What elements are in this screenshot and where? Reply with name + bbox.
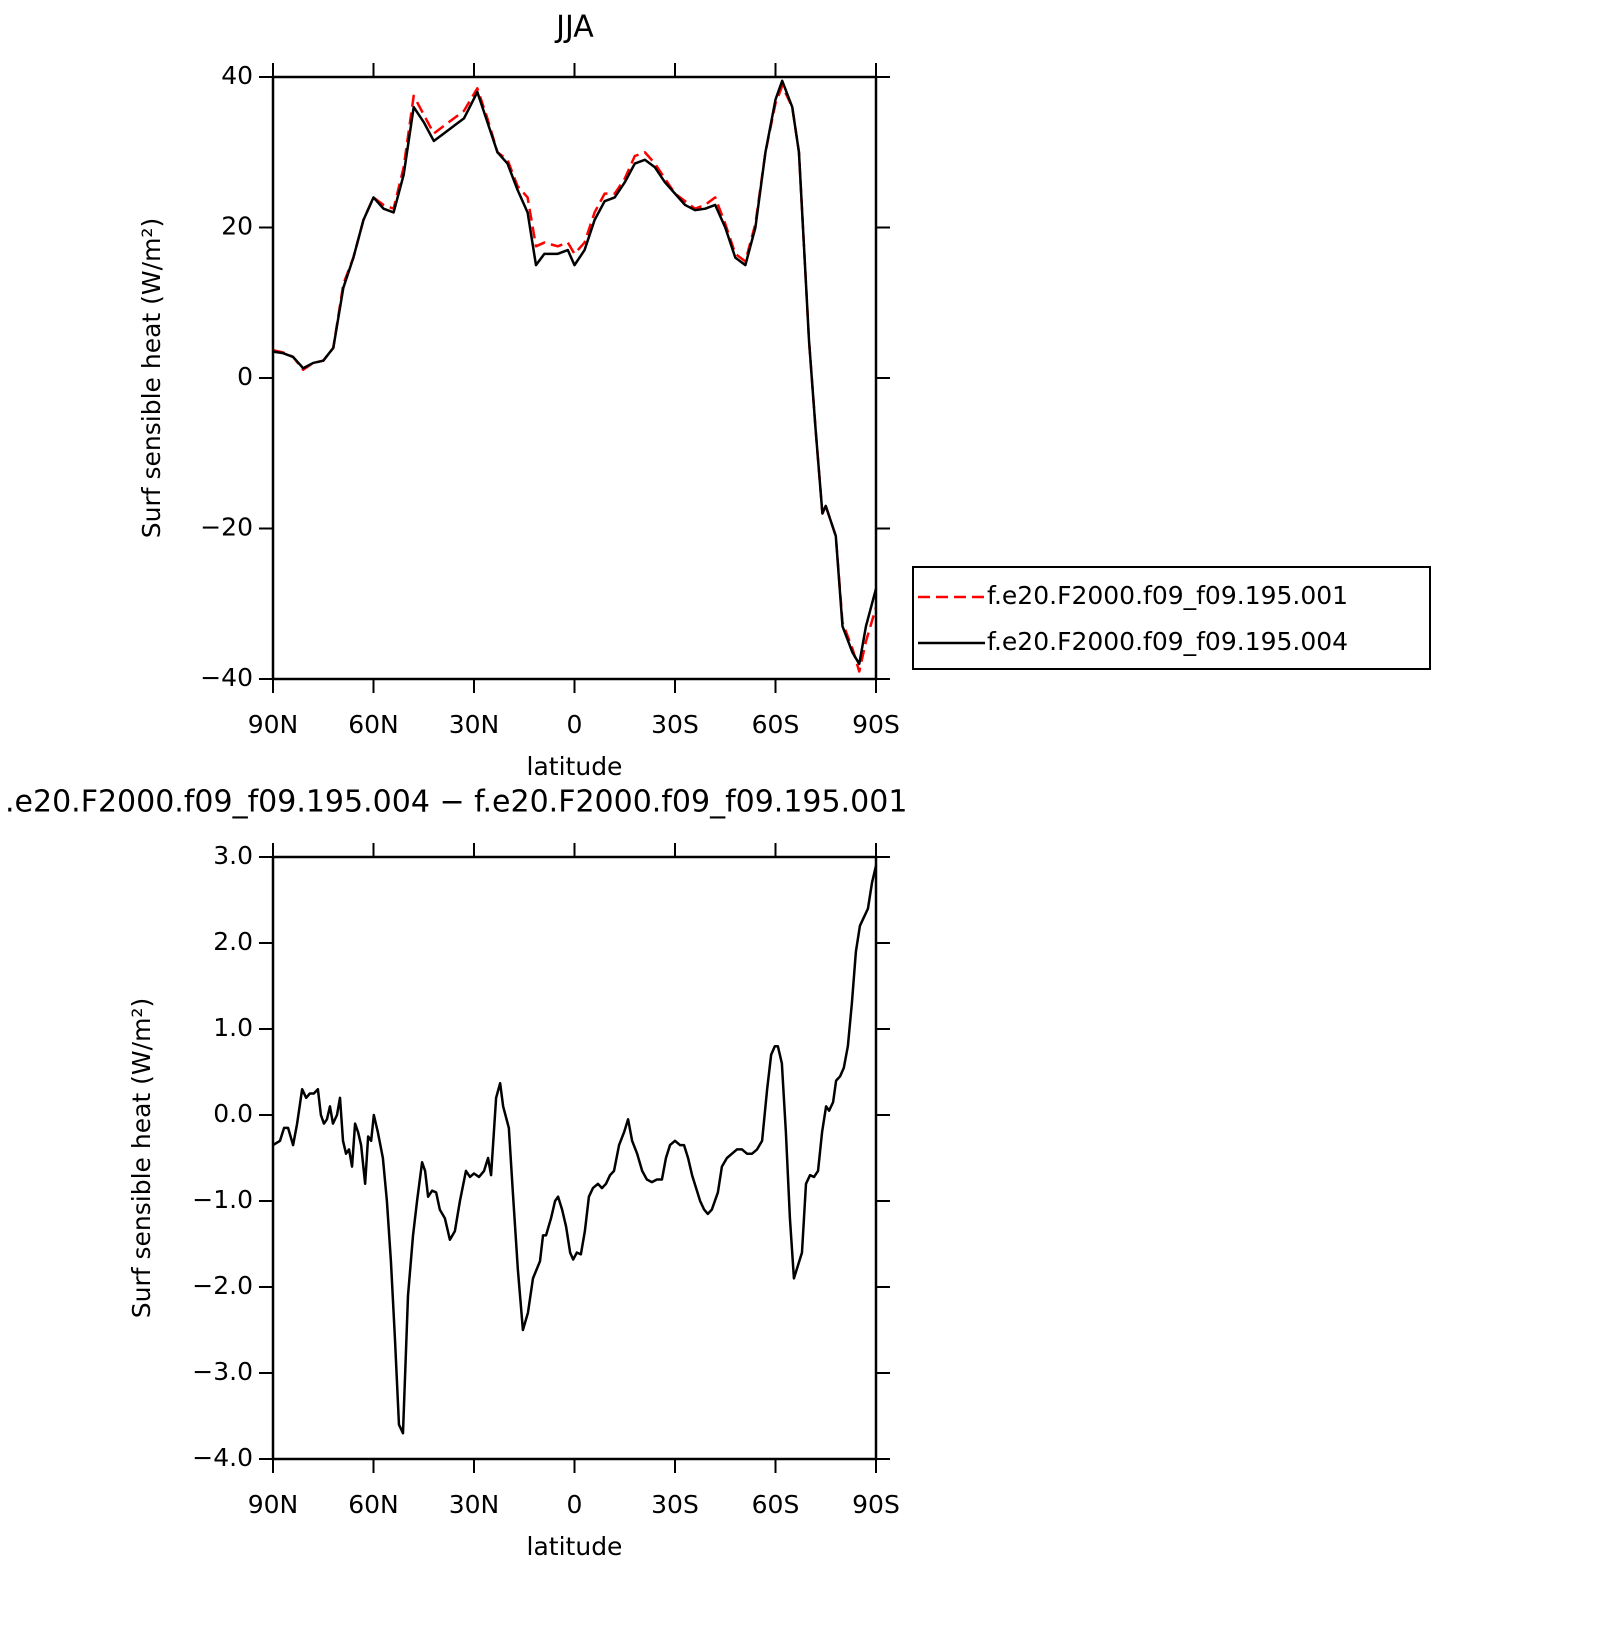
y-tick-label: 1.0 <box>213 1013 253 1042</box>
y-axis-label: Surf sensible heat (W/m²) <box>127 998 156 1318</box>
x-tick-label: 60S <box>752 710 800 739</box>
x-tick-label: 30N <box>449 1490 500 1519</box>
chart-panel: JJA −40 −20 0 20 40 90N 60N 30N 0 30S 60S 90S latitud… <box>137 10 1431 781</box>
y-tick-label: −4.0 <box>192 1443 253 1472</box>
y-tick-label: 3.0 <box>213 841 253 870</box>
chart-title: .e20.F2000.f09_f09.195.004 − f.e20.F2000… <box>5 785 907 820</box>
x-tick-label: 60S <box>752 1490 800 1519</box>
data-line <box>272 79 878 666</box>
x-tick-label: 0 <box>567 710 583 739</box>
x-tick-label: 90S <box>852 710 900 739</box>
y-tick-label: −20 <box>200 513 253 542</box>
chart-title: JJA <box>554 10 594 45</box>
x-tick-label: 60N <box>348 1490 399 1519</box>
x-tick-label: 30N <box>449 710 500 739</box>
legend-box <box>912 566 1431 670</box>
data-line <box>272 84 878 673</box>
plot-frame <box>271 855 878 1461</box>
legend-label: f.e20.F2000.f09_f09.195.001 <box>987 581 1348 610</box>
y-tick-label: −2.0 <box>192 1271 253 1300</box>
x-tick-label: 30S <box>651 710 699 739</box>
x-tick-label: 0 <box>567 1490 583 1519</box>
x-tick-label: 90S <box>852 1490 900 1519</box>
x-tick-label: 90N <box>248 1490 299 1519</box>
x-tick-label: 90N <box>248 710 299 739</box>
y-tick-label: −40 <box>200 663 253 692</box>
y-tick-label: 0.0 <box>213 1099 253 1128</box>
y-tick-label: −3.0 <box>192 1357 253 1386</box>
legend-label: f.e20.F2000.f09_f09.195.004 <box>987 627 1348 656</box>
x-axis-label: latitude <box>527 1532 623 1561</box>
y-axis-label: Surf sensible heat (W/m²) <box>137 218 166 538</box>
data-line <box>272 865 878 1435</box>
chart-panel: .e20.F2000.f09_f09.195.004 − f.e20.F2000… <box>5 785 907 1562</box>
plot-frame <box>271 75 878 681</box>
x-tick-label: 60N <box>348 710 399 739</box>
y-tick-label: 0 <box>237 362 253 391</box>
y-tick-label: 20 <box>221 212 253 241</box>
x-tick-label: 30S <box>651 1490 699 1519</box>
x-axis-label: latitude <box>527 752 623 781</box>
y-tick-label: 2.0 <box>213 927 253 956</box>
y-tick-label: −1.0 <box>192 1185 253 1214</box>
y-tick-label: 40 <box>221 61 253 90</box>
